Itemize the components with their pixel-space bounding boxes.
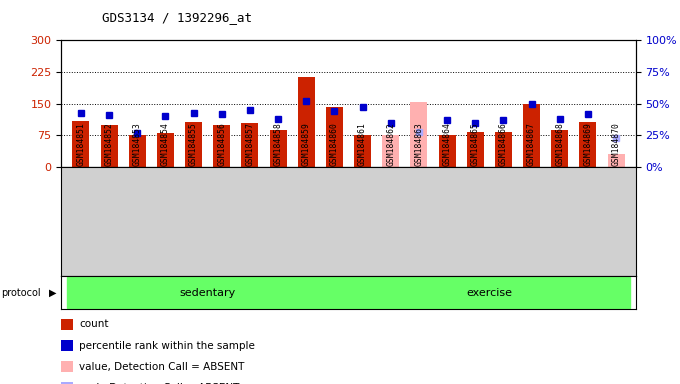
Text: exercise: exercise <box>466 288 512 298</box>
Bar <box>67 277 349 308</box>
Bar <box>411 101 427 167</box>
Text: count: count <box>79 319 108 329</box>
Bar <box>551 130 568 167</box>
Bar <box>466 132 483 167</box>
Bar <box>608 154 624 167</box>
Text: ▶: ▶ <box>49 288 56 298</box>
Bar <box>129 136 146 167</box>
Bar <box>523 104 540 167</box>
Bar <box>348 277 630 308</box>
Bar <box>101 125 118 167</box>
Bar <box>382 134 399 167</box>
Bar <box>579 122 596 167</box>
Bar <box>270 130 286 167</box>
Bar <box>439 136 456 167</box>
Text: value, Detection Call = ABSENT: value, Detection Call = ABSENT <box>79 362 244 372</box>
Bar <box>214 125 231 167</box>
Bar <box>326 107 343 167</box>
Text: sedentary: sedentary <box>180 288 236 298</box>
Text: protocol: protocol <box>1 288 41 298</box>
Text: GDS3134 / 1392296_at: GDS3134 / 1392296_at <box>102 12 252 25</box>
Bar <box>241 123 258 167</box>
Text: percentile rank within the sample: percentile rank within the sample <box>79 341 255 351</box>
Text: rank, Detection Call = ABSENT: rank, Detection Call = ABSENT <box>79 383 239 384</box>
Bar <box>73 121 89 167</box>
Bar <box>298 77 315 167</box>
Bar <box>354 136 371 167</box>
Bar <box>157 133 174 167</box>
Bar <box>185 122 202 167</box>
Bar <box>495 132 512 167</box>
